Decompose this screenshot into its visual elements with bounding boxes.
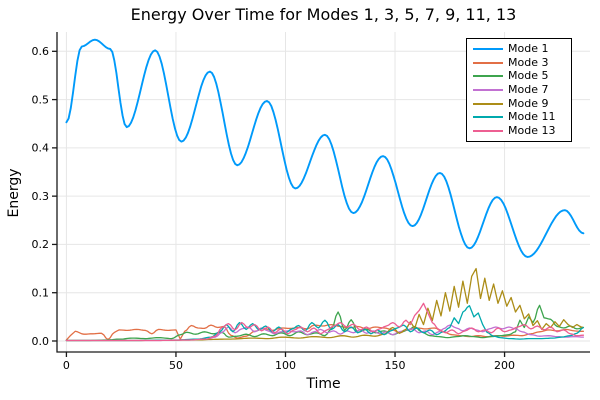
legend-line-swatch	[473, 75, 503, 78]
legend-entry: Mode 1	[473, 42, 571, 56]
legend-label: Mode 9	[508, 96, 549, 110]
x-tick-label: 200	[494, 359, 515, 372]
axis-spines	[56, 32, 590, 353]
series-line-mode-5	[65, 304, 585, 342]
tick-labels: 0 50 100 150 200 0.0 0.1 0.2 0.3 0.4 0.5 0.6	[32, 45, 516, 372]
series-line-mode-13	[65, 302, 585, 342]
y-tick-label: 0.5	[32, 93, 50, 106]
legend-label: Mode 3	[508, 55, 549, 69]
legend-entry: Mode 11	[473, 110, 571, 124]
legend-line-swatch	[473, 116, 503, 119]
series-lines	[65, 38, 585, 342]
y-tick-label: 0.3	[32, 190, 50, 203]
legend-entry: Mode 9	[473, 97, 571, 111]
y-axis-label: Energy	[6, 168, 22, 218]
axes	[52, 32, 590, 357]
legend-label: Mode 1	[508, 42, 549, 55]
legend-label: Mode 13	[508, 124, 556, 138]
legend-line-swatch	[473, 129, 503, 132]
legend-line-swatch	[473, 102, 503, 105]
legend-label: Mode 5	[508, 69, 549, 83]
y-tick-label: 0.0	[32, 335, 50, 348]
legend-label: Mode 7	[508, 83, 549, 97]
y-tick-label: 0.2	[32, 238, 50, 251]
x-tick-label: 100	[275, 359, 296, 372]
legend: Mode 1 Mode 3 Mode 5 Mode 7 Mode 9 Mode 11 Mod…	[466, 38, 572, 142]
legend-entry: Mode 13	[473, 124, 571, 138]
y-tick-label: 0.4	[32, 142, 50, 155]
x-tick-label: 0	[63, 359, 70, 372]
legend-line-swatch	[473, 61, 503, 64]
legend-entry: Mode 5	[473, 69, 571, 83]
legend-entry: Mode 3	[473, 56, 571, 70]
series-line-mode-1	[65, 38, 585, 258]
legend-line-swatch	[473, 47, 503, 50]
y-tick-label: 0.1	[32, 287, 50, 300]
legend-line-swatch	[473, 88, 503, 91]
legend-entry: Mode 7	[473, 83, 571, 97]
chart-title: Energy Over Time for Modes 1, 3, 5, 7, 9…	[130, 5, 517, 24]
y-tick-label: 0.6	[32, 45, 50, 58]
x-tick-label: 150	[385, 359, 406, 372]
x-tick-label: 50	[169, 359, 183, 372]
x-axis-label: Time	[306, 376, 341, 392]
legend-label: Mode 11	[508, 110, 556, 124]
